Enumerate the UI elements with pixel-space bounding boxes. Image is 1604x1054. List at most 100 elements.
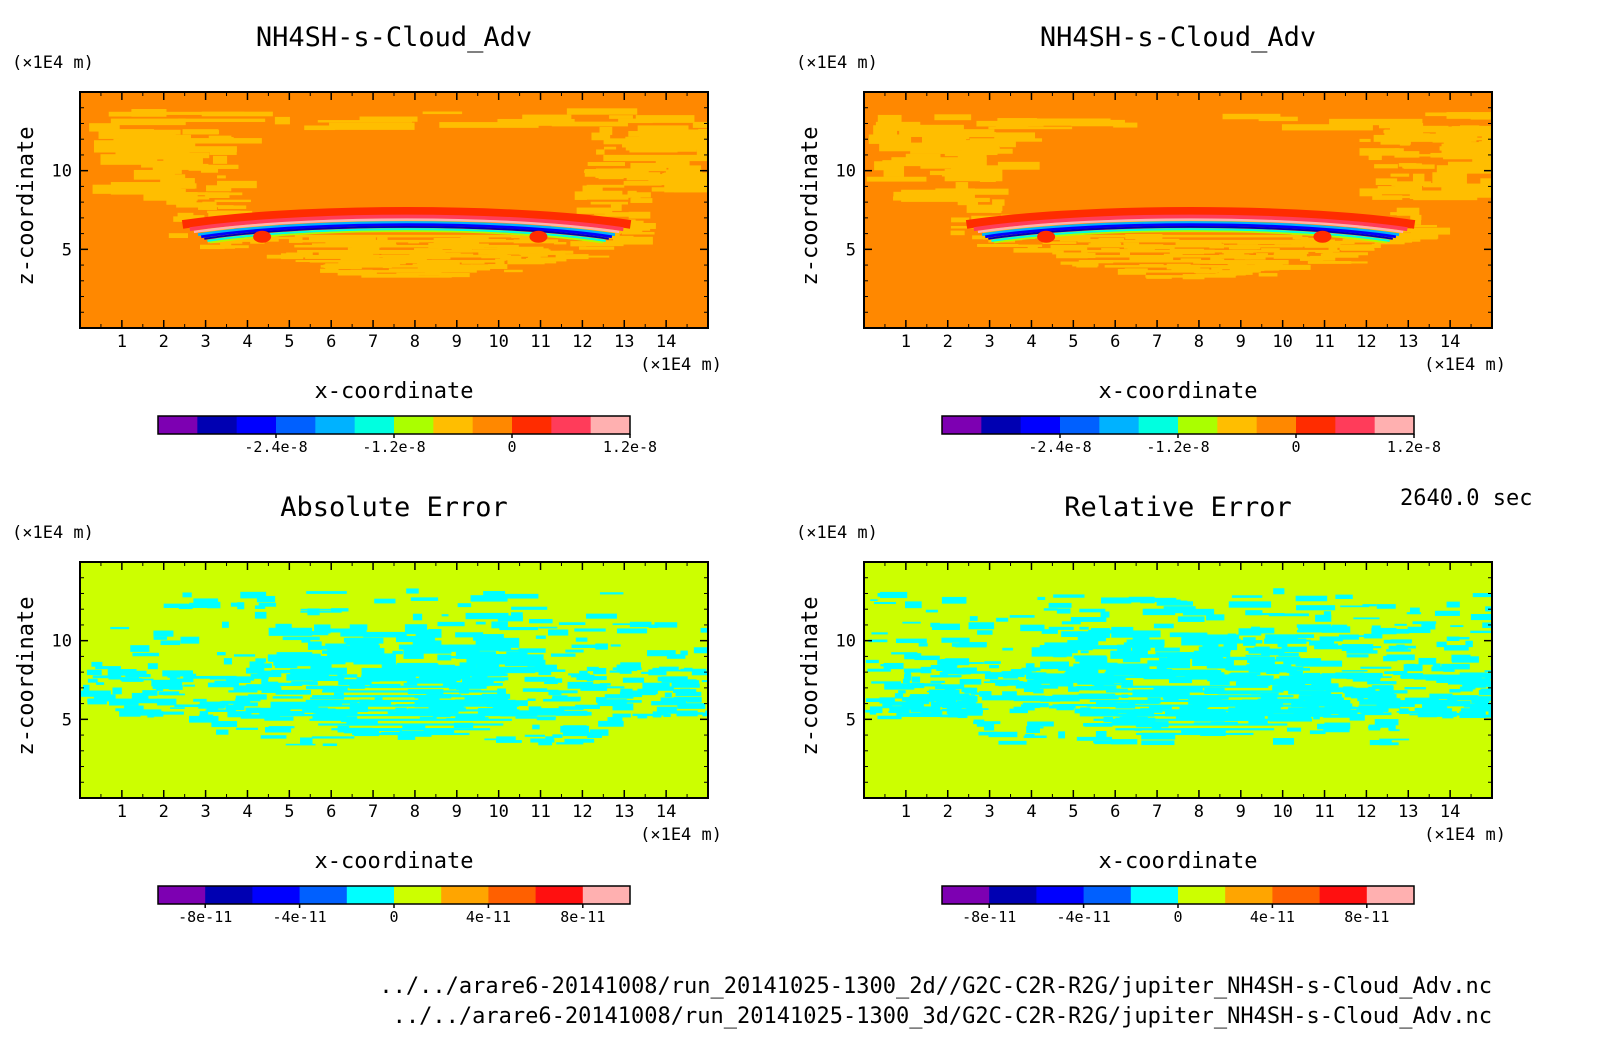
field-patch	[1155, 652, 1198, 658]
field-patch	[562, 732, 591, 737]
x-tick-label: 7	[1152, 332, 1162, 352]
colorbar-swatch	[1060, 416, 1100, 434]
field-patch	[327, 648, 359, 659]
field-patch	[545, 232, 585, 237]
field-patch	[404, 624, 428, 635]
colorbar-swatch	[1225, 886, 1273, 904]
field-patch	[419, 716, 437, 719]
field-patch	[87, 678, 98, 683]
field-patch	[473, 123, 493, 127]
field-patch	[941, 596, 967, 604]
field-patch	[1488, 141, 1492, 151]
field-patch	[614, 228, 643, 234]
field-patch	[1022, 702, 1041, 709]
field-patch	[274, 116, 290, 125]
field-patch	[1039, 673, 1068, 680]
field-patch	[538, 626, 558, 629]
field-patch	[603, 146, 617, 150]
field-stripe	[1104, 265, 1277, 268]
colorbar-swatch	[989, 886, 1037, 904]
field-patch	[567, 681, 594, 689]
field-patch	[1432, 172, 1467, 185]
field-patch	[150, 146, 237, 153]
plot-area	[864, 562, 1492, 798]
field-patch	[1119, 251, 1130, 258]
field-patch	[163, 188, 186, 198]
field-patch	[1095, 730, 1107, 738]
field-patch	[630, 198, 653, 203]
field-patch	[1261, 248, 1280, 252]
field-patch	[109, 672, 123, 676]
field-patch	[1072, 262, 1099, 267]
field-patch	[998, 683, 1008, 687]
field-patch	[322, 667, 347, 675]
field-patch	[873, 125, 898, 136]
field-patch	[1052, 250, 1064, 255]
field-patch	[131, 692, 149, 700]
field-patch	[929, 689, 960, 697]
field-patch	[597, 699, 627, 707]
field-patch	[182, 592, 192, 598]
field-patch	[550, 653, 576, 657]
colorbar-swatch	[1217, 416, 1258, 434]
x-unit-label: (×1E4 m)	[1424, 825, 1506, 845]
field-patch	[264, 727, 292, 733]
field-patch	[1146, 654, 1167, 658]
field-patch	[460, 717, 489, 719]
field-patch	[1383, 129, 1395, 134]
field-patch	[1076, 736, 1112, 741]
field-patch	[1460, 708, 1481, 712]
field-patch	[233, 654, 256, 657]
field-patch	[1237, 241, 1258, 245]
field-patch	[1027, 245, 1038, 251]
field-patch	[1123, 242, 1140, 245]
field-patch	[576, 207, 613, 214]
field-patch	[494, 593, 539, 599]
field-patch	[1273, 738, 1295, 745]
field-patch	[110, 626, 130, 630]
field-patch	[1442, 712, 1471, 716]
field-stripe	[1136, 732, 1254, 736]
field-patch	[1228, 601, 1272, 608]
field-patch	[552, 734, 563, 738]
field-patch	[582, 185, 603, 193]
colorbar-tick-label: -2.4e-8	[244, 438, 307, 456]
field-patch	[962, 667, 977, 673]
colorbar-tick-label: 1.2e-8	[1387, 438, 1441, 456]
field-patch	[1135, 671, 1174, 678]
field-patch	[538, 671, 552, 676]
field-patch	[1485, 672, 1492, 680]
colorbar-swatch	[315, 416, 356, 434]
field-patch	[291, 681, 317, 685]
field-patch	[1010, 681, 1024, 685]
field-patch	[273, 710, 305, 717]
field-patch	[484, 738, 497, 741]
field-patch	[188, 715, 219, 723]
field-patch	[305, 685, 335, 690]
field-patch	[1447, 695, 1479, 701]
field-patch	[1130, 256, 1167, 262]
field-patch	[637, 714, 648, 719]
field-patch	[1391, 181, 1432, 186]
field-patch	[1254, 646, 1270, 654]
field-patch	[612, 623, 636, 626]
field-patch	[1146, 690, 1163, 698]
field-patch	[1229, 673, 1257, 677]
field-patch	[1104, 671, 1136, 676]
field-patch	[110, 118, 186, 126]
field-patch	[655, 160, 690, 168]
field-patch	[944, 150, 962, 157]
field-patch	[1249, 656, 1275, 666]
field-patch	[865, 709, 878, 713]
field-patch	[1068, 686, 1080, 692]
colorbar-swatch	[535, 886, 584, 904]
field-patch	[1202, 638, 1219, 648]
field-patch	[315, 710, 341, 717]
field-patch	[453, 668, 491, 677]
x-tick-label: 2	[943, 332, 953, 352]
field-patch	[389, 711, 418, 715]
field-patch	[1342, 703, 1353, 708]
field-patch	[459, 662, 477, 670]
field-stripe	[302, 709, 520, 712]
field-patch	[575, 704, 600, 709]
